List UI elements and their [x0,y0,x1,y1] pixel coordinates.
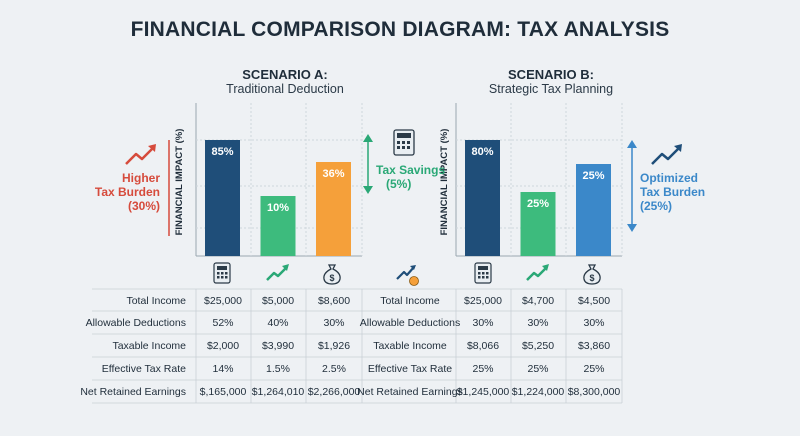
higher-burden-annotation: Higher Tax Burden (30%) [95,140,170,236]
row-label-b: Effective Tax Rate [368,363,452,375]
row-label-b: Taxable Income [373,340,447,352]
higher-burden-line1: Higher [122,171,160,185]
cell-a: $,165,000 [200,386,247,398]
icon-row: $ $ [213,262,601,286]
chart-b-bar-1 [465,140,500,256]
calculator-icon [393,129,415,156]
tax-savings-annotation: Tax Savings (5%) [363,129,445,194]
cell-a: 30% [323,317,344,329]
tax-savings-line2: (5%) [386,177,411,191]
row-label-b: Net Retained Earnings [357,386,463,398]
cell-a: $1,264,010 [252,386,305,398]
chart-a-bar-label-1: 85% [211,146,233,158]
cell-b: 25% [583,363,604,375]
cell-b: 30% [583,317,604,329]
cell-a: $8,600 [318,295,350,307]
chart-a-bar-3 [316,162,351,256]
cell-b: 25% [527,363,548,375]
cell-b: $4,500 [578,295,610,307]
chart-a-bar-label-2: 10% [267,202,289,214]
chart-b: 80% 25% 25% [455,103,623,257]
chart-a-bar-label-3: 36% [322,168,344,180]
chart-a-y-label: FINANCIAL IMPACT (%) [174,129,185,236]
cell-b: 25% [472,363,493,375]
scenario-b-title: SCENARIO B: [508,67,594,82]
cell-b: $4,700 [522,295,554,307]
cell-b: $3,860 [578,340,610,352]
money-bag-icon: $ [323,264,341,285]
savings-arrow [363,134,373,194]
chart-a: 85% 10% 36% [195,103,363,257]
scenario-b-subtitle: Strategic Tax Planning [488,82,614,96]
cell-a: 14% [212,363,233,375]
row-label-a: Net Retained Earnings [80,386,186,398]
chart-b-bar-label-1: 80% [471,146,493,158]
cell-b: $8,066 [467,340,499,352]
cell-a: 52% [212,317,233,329]
page-title: FINANCIAL COMPARISON DIAGRAM: TAX ANALYS… [130,18,670,41]
cell-a: $2,266,000 [308,386,361,398]
optimized-line1: Optimized [640,171,698,185]
cell-a: 40% [267,317,288,329]
table-row: Effective Tax Rate 14% 1.5% 2.5% Effective T… [102,363,605,375]
tax-savings-line1: Tax Savings [376,163,445,177]
table-row: Taxable Income $2,000 $3,990 $1,926 Taxable … [112,340,610,352]
row-label-a: Effective Tax Rate [102,363,186,375]
chart-a-bar-1 [205,140,240,256]
cell-b: $8,300,000 [568,386,621,398]
scenario-a-title: SCENARIO A: [242,67,328,82]
data-table: Total Income $25,000 $5,000 $8,600 Total Inc… [80,295,620,398]
optimized-line2: Tax Burden [640,185,705,199]
row-label-a: Total Income [126,295,186,307]
cell-a: $1,926 [318,340,350,352]
scenario-a-subtitle: Traditional Deduction [226,82,344,96]
chart-b-bar-label-2: 25% [527,198,549,210]
chart-b-bar-2 [520,192,556,256]
table-row: Allowable Deductions 52% 40% 30% Allowable D… [86,317,605,329]
cell-a: $5,000 [262,295,294,307]
optimized-line3: (25%) [640,199,672,213]
chart-b-grid [456,103,623,256]
chart-b-bar-label-3: 25% [582,170,604,182]
coin-trend-icon [396,265,419,286]
cell-b: $25,000 [464,295,502,307]
row-label-a: Taxable Income [112,340,186,352]
chart-b-y-label: FINANCIAL IMPACT (%) [439,129,450,236]
chart-a-grid [196,103,363,256]
money-bag-icon: $ [583,264,601,285]
cell-b: 30% [527,317,548,329]
svg-text:$: $ [329,273,334,283]
cell-b: $5,250 [522,340,554,352]
table-row: Net Retained Earnings $,165,000 $1,264,010… [80,386,620,398]
cell-a: 2.5% [322,363,346,375]
table-row: Total Income $25,000 $5,000 $8,600 Total Inc… [126,295,610,307]
cell-b: $1,224,000 [512,386,565,398]
cell-a: 1.5% [266,363,290,375]
optimized-burden-annotation: Optimized Tax Burden (25%) [627,140,705,232]
trend-up-icon [526,264,549,281]
cell-a: $3,990 [262,340,294,352]
cell-b: $1,245,000 [457,386,510,398]
cell-a: $2,000 [207,340,239,352]
calculator-icon [213,262,231,284]
cell-b: 30% [472,317,493,329]
trend-up-icon [125,144,156,165]
higher-burden-line3: (30%) [128,199,160,213]
calculator-icon [474,262,492,284]
cell-a: $25,000 [204,295,242,307]
svg-text:$: $ [589,273,594,283]
table-grid [92,288,623,404]
row-label-b: Allowable Deductions [360,317,460,329]
trend-up-icon [651,144,682,165]
row-label-b: Total Income [380,295,440,307]
chart-b-bar-3 [576,164,611,256]
trend-up-icon [266,264,289,281]
optimized-arrow [627,140,637,232]
row-label-a: Allowable Deductions [86,317,186,329]
chart-a-bar-2 [260,196,296,256]
higher-burden-line2: Tax Burden [95,185,160,199]
